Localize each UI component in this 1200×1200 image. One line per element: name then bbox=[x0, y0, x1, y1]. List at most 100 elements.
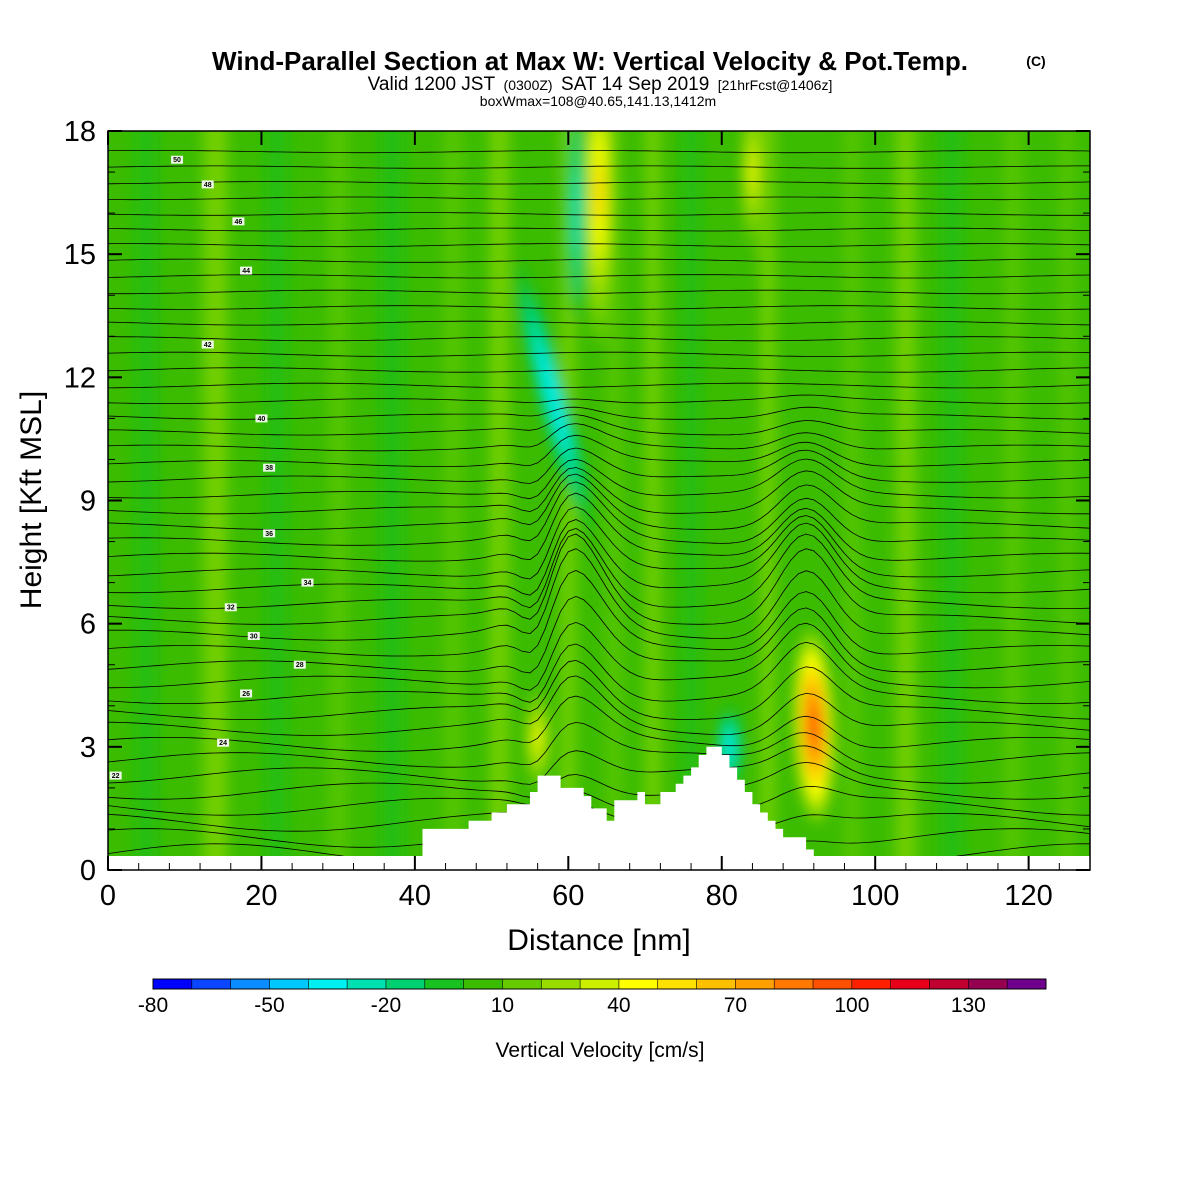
theta-contour bbox=[108, 492, 1090, 562]
plot-area: 50 48 46 44 42 40 38 36 34 32 30 28 26 24 22 bbox=[108, 131, 1090, 870]
theta-contour bbox=[108, 695, 1090, 752]
colorbar-swatch bbox=[929, 979, 969, 989]
colorbar-swatch bbox=[424, 979, 465, 989]
colorbar-swatch bbox=[735, 979, 775, 989]
svg-text:44: 44 bbox=[242, 268, 250, 275]
theta-label: 34 bbox=[301, 578, 314, 587]
svg-text:48: 48 bbox=[204, 182, 212, 189]
theta-contour bbox=[108, 434, 1090, 467]
theta-contour bbox=[108, 447, 1090, 484]
colorbar-label: 10 bbox=[491, 994, 514, 1017]
colorbar-swatch bbox=[968, 979, 1008, 989]
theta-contour bbox=[108, 548, 1090, 641]
chart-title: Wind-Parallel Section at Max W: Vertical… bbox=[212, 46, 968, 76]
colorbar-swatch bbox=[541, 979, 581, 989]
minor-ticks bbox=[107, 130, 1091, 871]
field-streak bbox=[561, 131, 576, 870]
theta-contour bbox=[108, 258, 1090, 263]
theta-label: 30 bbox=[247, 631, 260, 640]
colorbar bbox=[152, 978, 1047, 990]
y-tick-label: 6 bbox=[80, 609, 96, 641]
colorbar-label: -20 bbox=[371, 994, 401, 1017]
colorbar-swatch bbox=[502, 979, 542, 989]
theta-contour bbox=[108, 533, 1090, 625]
colorbar-swatch bbox=[774, 979, 814, 989]
x-tick-label: 60 bbox=[552, 880, 584, 912]
theta-contour bbox=[108, 351, 1090, 357]
svg-text:32: 32 bbox=[227, 605, 235, 612]
field-streak bbox=[443, 131, 463, 870]
svg-text:36: 36 bbox=[265, 531, 273, 538]
x-axis-label: Distance [nm] bbox=[507, 924, 690, 957]
colorbar-swatch bbox=[463, 979, 503, 989]
colorbar-swatch bbox=[696, 979, 736, 989]
field-streak bbox=[760, 131, 775, 870]
theta-contour bbox=[108, 243, 1090, 248]
theta-contour bbox=[108, 595, 1090, 674]
svg-text:38: 38 bbox=[265, 465, 273, 472]
x-tick-label: 40 bbox=[399, 880, 431, 912]
field-streak bbox=[1059, 131, 1075, 870]
box-info: boxWmax=108@40.65,141.13,1412m bbox=[480, 93, 716, 109]
theta-labels: 50 48 46 44 42 40 38 36 34 32 30 28 26 24 22 bbox=[109, 155, 314, 780]
theta-contour bbox=[108, 570, 1090, 657]
field-streak bbox=[203, 131, 228, 870]
svg-text:50: 50 bbox=[173, 157, 181, 164]
theta-contour bbox=[108, 423, 1090, 452]
x-tick-label: 120 bbox=[1004, 880, 1052, 912]
colorbar-labels: -80 -50 -20 10 40 70 100 130 bbox=[138, 994, 986, 1017]
theta-contour bbox=[108, 458, 1090, 500]
theta-contour bbox=[108, 761, 1090, 800]
y-tick-label: 12 bbox=[64, 362, 96, 394]
theta-contour bbox=[108, 675, 1090, 736]
y-tick-label: 18 bbox=[64, 116, 96, 148]
theta-contour bbox=[108, 414, 1090, 436]
theta-contour bbox=[108, 745, 1090, 785]
svg-text:46: 46 bbox=[235, 219, 243, 226]
colorbar-swatch bbox=[1007, 979, 1047, 989]
theta-label: 48 bbox=[201, 180, 214, 189]
colorbar-swatch bbox=[657, 979, 698, 989]
x-tick-label: 80 bbox=[706, 880, 738, 912]
field-streak bbox=[1003, 131, 1023, 870]
theta-contour bbox=[108, 394, 1090, 404]
colorbar-label: -80 bbox=[138, 994, 168, 1017]
field-streak bbox=[379, 131, 404, 870]
theta-contour bbox=[108, 481, 1090, 546]
colorbar-swatch bbox=[230, 979, 270, 989]
theta-contour bbox=[108, 621, 1090, 691]
theta-contour bbox=[108, 165, 1090, 169]
theta-contour bbox=[108, 721, 1090, 768]
y-axis-label: Height [Kft MSL] bbox=[15, 391, 48, 609]
svg-text:24: 24 bbox=[219, 740, 227, 747]
theta-contour bbox=[108, 506, 1090, 580]
velocity-core bbox=[750, 154, 755, 191]
theta-label: 50 bbox=[171, 155, 184, 164]
theta-label: 38 bbox=[263, 463, 276, 472]
colorbar-label: 130 bbox=[951, 994, 986, 1017]
y-tick-label: 0 bbox=[80, 855, 96, 887]
valid-date: SAT 14 Sep 2019 bbox=[561, 74, 709, 95]
theta-contour bbox=[108, 659, 1090, 720]
field-streak bbox=[605, 131, 623, 870]
svg-text:40: 40 bbox=[258, 416, 266, 423]
theta-contour bbox=[108, 641, 1090, 704]
y-tick-label: 15 bbox=[64, 239, 96, 271]
velocity-core bbox=[727, 738, 732, 755]
valid-time-line: Valid 1200 JST (0300Z) SAT 14 Sep 2019 [… bbox=[368, 74, 833, 95]
y-axis: 0 36 9 12 15 18 bbox=[64, 116, 1090, 887]
colorbar-swatch bbox=[269, 979, 309, 989]
theta-contour bbox=[108, 212, 1090, 216]
y-tick-label: 9 bbox=[80, 486, 96, 518]
theta-contour bbox=[108, 336, 1090, 342]
svg-text:22: 22 bbox=[112, 773, 120, 780]
theta-label: 42 bbox=[201, 340, 214, 349]
svg-text:26: 26 bbox=[242, 691, 250, 698]
colorbar-swatch bbox=[153, 979, 193, 989]
svg-text:28: 28 bbox=[296, 662, 304, 669]
colorbar-swatch bbox=[890, 979, 931, 989]
theta-label: 32 bbox=[224, 603, 237, 612]
velocity-core bbox=[545, 370, 561, 425]
theta-contour bbox=[108, 367, 1090, 373]
forecast-info: [21hrFcst@1406z] bbox=[718, 77, 833, 93]
